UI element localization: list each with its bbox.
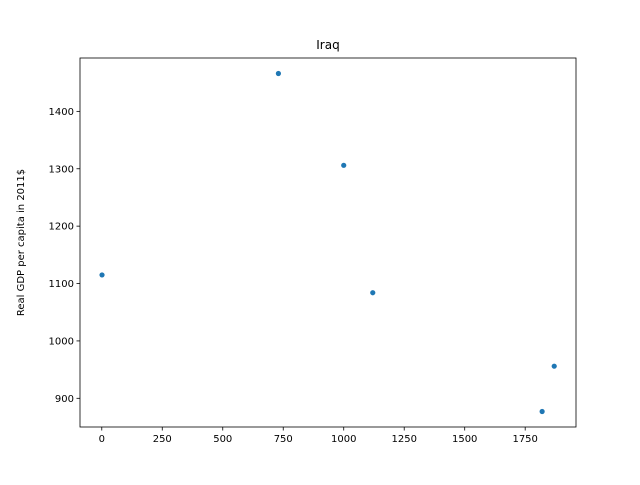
y-tick-label: 1100 — [49, 279, 74, 290]
plot-frame — [79, 57, 577, 428]
x-tick-label: 1250 — [391, 434, 416, 445]
x-tick-label: 1750 — [512, 434, 537, 445]
x-tick-label: 1000 — [331, 434, 356, 445]
y-tick-label: 900 — [55, 394, 74, 405]
y-tick-label: 1400 — [49, 107, 74, 118]
x-tick-label: 0 — [99, 434, 105, 445]
chart-title: Iraq — [316, 38, 339, 52]
x-tick-label: 1500 — [452, 434, 477, 445]
data-point — [539, 408, 545, 415]
x-tick-label: 250 — [153, 434, 172, 445]
data-point — [370, 290, 376, 296]
points-layer — [99, 70, 557, 415]
data-point — [341, 162, 347, 168]
x-tick-label: 750 — [274, 434, 293, 445]
x-tick-label: 500 — [213, 434, 232, 445]
ticks-layer: 0 250 500 750 1000 1250 1500 1750 900 1000 1100 120… — [49, 107, 538, 445]
y-tick-label: 1000 — [49, 336, 74, 347]
y-axis-label: Real GDP per capita in 2011$ — [16, 169, 27, 316]
data-point — [275, 70, 281, 77]
y-tick-label: 1300 — [49, 164, 74, 175]
data-point — [99, 272, 105, 278]
y-tick-label: 1200 — [49, 222, 74, 233]
data-point — [551, 363, 557, 369]
